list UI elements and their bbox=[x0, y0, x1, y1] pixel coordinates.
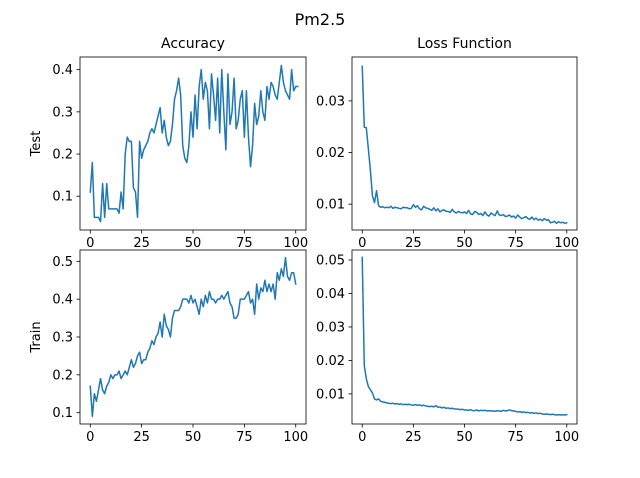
series-line-train-accuracy bbox=[89, 256, 297, 418]
y-tick-label: 0.03 bbox=[316, 320, 345, 335]
x-tick-label: 25 bbox=[133, 430, 150, 445]
y-tick-label: 0.01 bbox=[316, 198, 345, 213]
x-tick-label: 50 bbox=[185, 430, 202, 445]
series-line-test-accuracy bbox=[89, 64, 299, 223]
figure-suptitle: Pm2.5 bbox=[295, 10, 346, 29]
x-tick-label: 100 bbox=[554, 236, 579, 251]
subplot-train-loss: 0 25 50 75 100 0.01 0.02 0.03 0.04 0.05 bbox=[316, 249, 579, 445]
x-tick-label: 100 bbox=[283, 236, 308, 251]
x-tick-label: 0 bbox=[358, 236, 366, 251]
x-tick-label: 25 bbox=[133, 236, 150, 251]
subplot-grid: 0 25 50 75 100 0.1 0.2 0.3 0.4 Accuracy Test 0 25 50 7… bbox=[29, 36, 579, 445]
x-tick-label: 75 bbox=[507, 236, 524, 251]
subplot-train-accuracy: 0 25 50 75 100 0.1 0.2 0.3 0.4 0.5 Train bbox=[29, 249, 308, 445]
x-tick-label: 50 bbox=[456, 430, 473, 445]
subplot-test-loss: 0 25 50 75 100 0.01 0.02 0.03 Loss Function bbox=[316, 36, 579, 251]
x-tick-label: 100 bbox=[554, 430, 579, 445]
y-axis-label: Train bbox=[29, 321, 44, 353]
subplot-test-accuracy: 0 25 50 75 100 0.1 0.2 0.3 0.4 Accuracy Test bbox=[29, 36, 308, 251]
y-tick-label: 0.2 bbox=[52, 148, 73, 163]
y-tick-label: 0.02 bbox=[316, 354, 345, 369]
y-tick-label: 0.2 bbox=[52, 368, 73, 383]
y-tick-label: 0.03 bbox=[316, 94, 345, 109]
y-tick-label: 0.1 bbox=[52, 406, 73, 421]
x-tick-label: 0 bbox=[86, 430, 94, 445]
x-tick-label: 0 bbox=[86, 236, 94, 251]
x-tick-label: 25 bbox=[405, 430, 422, 445]
y-tick-label: 0.4 bbox=[52, 293, 73, 308]
y-axis-label: Test bbox=[29, 131, 44, 158]
x-tick-label: 75 bbox=[236, 430, 253, 445]
y-tick-label: 0.02 bbox=[316, 146, 345, 161]
y-tick-label: 0.01 bbox=[316, 387, 345, 402]
x-tick-label: 0 bbox=[358, 430, 366, 445]
series-line-test-loss bbox=[361, 65, 568, 225]
x-tick-label: 50 bbox=[456, 236, 473, 251]
x-tick-label: 50 bbox=[185, 236, 202, 251]
y-tick-label: 0.3 bbox=[52, 105, 73, 120]
panel-title: Loss Function bbox=[417, 36, 512, 52]
y-tick-label: 0.1 bbox=[52, 190, 73, 205]
y-tick-label: 0.3 bbox=[52, 331, 73, 346]
x-tick-label: 75 bbox=[507, 430, 524, 445]
panel-title: Accuracy bbox=[161, 36, 225, 52]
x-tick-label: 75 bbox=[236, 236, 253, 251]
y-tick-label: 0.05 bbox=[316, 254, 345, 269]
x-tick-label: 100 bbox=[283, 430, 308, 445]
y-tick-label: 0.04 bbox=[316, 287, 345, 302]
y-tick-label: 0.5 bbox=[52, 255, 73, 270]
x-tick-label: 25 bbox=[405, 236, 422, 251]
series-line-train-loss bbox=[361, 256, 568, 416]
y-tick-label: 0.4 bbox=[52, 63, 73, 78]
